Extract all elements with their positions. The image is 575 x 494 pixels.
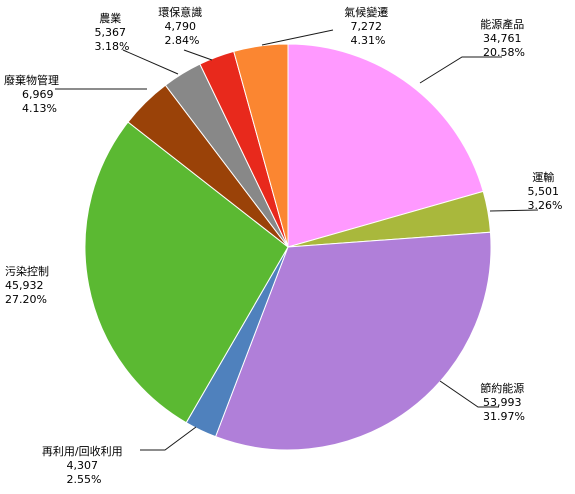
slice-value: 6,969 <box>22 88 54 101</box>
slice-percent: 20.58% <box>483 46 525 59</box>
slice-label-environmental-awareness: 環保意識 4,790 2.84% <box>158 5 206 47</box>
slice-name: 環保意識 <box>158 5 202 19</box>
slice-label-agriculture: 農業 5,367 3.18% <box>95 11 130 53</box>
slice-label-energy-products: 能源產品 34,761 20.58% <box>480 17 528 59</box>
slice-value: 34,761 <box>483 32 522 45</box>
slice-name: 運輸 <box>532 170 554 184</box>
slice-value: 4,790 <box>165 20 197 33</box>
leader-line <box>183 49 213 61</box>
slice-label-pollution-control: 污染控制 45,932 27.20% <box>5 264 53 306</box>
slice-percent: 2.84% <box>165 34 200 47</box>
slice-label-waste-management: 廢棄物管理 6,969 4.13% <box>4 73 63 115</box>
slice-name: 再利用/回收利用 <box>42 444 123 458</box>
slice-name: 污染控制 <box>5 264 49 278</box>
slice-value: 45,932 <box>5 279 44 292</box>
slice-value: 5,501 <box>528 185 560 198</box>
pie-slices <box>84 43 492 451</box>
slice-value: 4,307 <box>67 459 99 472</box>
slice-percent: 4.13% <box>22 102 57 115</box>
slice-name: 廢棄物管理 <box>4 73 59 87</box>
pie-slice <box>233 43 289 248</box>
slice-percent: 4.31% <box>351 34 386 47</box>
slice-value: 7,272 <box>351 20 383 33</box>
leader-lines <box>55 29 539 451</box>
leader-line <box>140 426 197 451</box>
slice-label-climate-change: 氣候變遷 7,272 4.31% <box>344 5 392 47</box>
slice-percent: 2.55% <box>67 473 102 486</box>
slice-name: 能源產品 <box>480 17 524 31</box>
slice-percent: 31.97% <box>483 410 525 423</box>
slice-value: 5,367 <box>95 26 127 39</box>
pie-slice <box>287 43 484 248</box>
leader-line <box>439 380 499 408</box>
leader-line <box>489 209 539 212</box>
pie-slice <box>214 231 492 451</box>
pie-slice <box>84 121 289 424</box>
slice-label-reuse-recycling: 再利用/回收利用 4,307 2.55% <box>42 444 126 486</box>
slice-name: 農業 <box>99 11 121 25</box>
leader-line <box>419 56 502 84</box>
leader-line <box>122 49 179 75</box>
slice-label-transport: 運輸 5,501 3.26% <box>528 170 563 212</box>
slice-value: 53,993 <box>483 396 522 409</box>
slice-percent: 3.26% <box>528 199 563 212</box>
slice-percent: 3.18% <box>95 40 130 53</box>
leader-line <box>261 29 334 46</box>
slice-label-energy-saving: 節約能源 53,993 31.97% <box>480 381 528 423</box>
slice-percent: 27.20% <box>5 293 47 306</box>
slice-name: 節約能源 <box>480 381 524 395</box>
slice-name: 氣候變遷 <box>344 5 388 19</box>
